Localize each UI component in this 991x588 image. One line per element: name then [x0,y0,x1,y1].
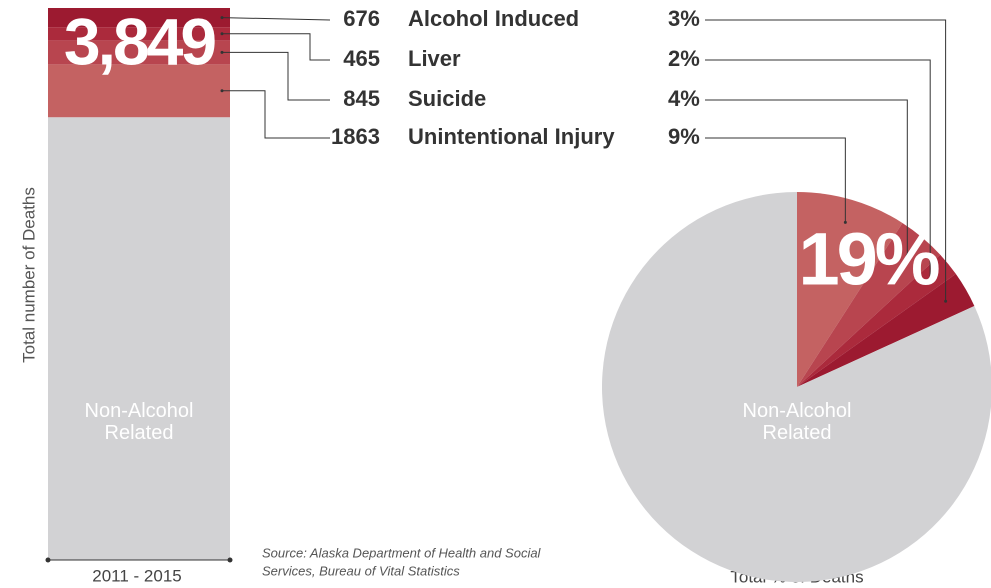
pie-slice [797,254,956,387]
value-label: 4% [668,86,700,111]
legend-label: Unintentional Injury [408,124,615,149]
value-label: 9% [668,124,700,149]
total-label: 19% [798,218,938,301]
leader-line [222,51,330,101]
source: Source: Alaska Department of Health and … [262,545,542,560]
total-label: 3,849 [64,4,215,78]
bar-segment [48,64,230,118]
source: Services, Bureau of Vital Statistics [262,563,460,578]
bar-segment [48,8,230,28]
legend-label: Alcohol Induced [408,6,579,31]
pie-slice [797,192,903,387]
label: Non-Alcohol Related [742,400,852,444]
y-axis-label: Total number of Deaths [19,187,38,363]
pie-slice [797,222,941,387]
leader-dot [928,277,932,281]
value-label: 2% [668,46,700,71]
label: Non-Alcohol Related [84,400,194,444]
value-label: 465 [343,46,380,71]
value-label: 3% [668,6,700,31]
axis-dot [227,557,233,563]
bar-segment [48,27,230,41]
value-label: 845 [343,86,380,111]
legend-label: Liver [408,46,461,71]
leader-line [705,59,931,279]
pie-slice [797,273,975,387]
leader-line [222,90,330,139]
mark-label: Non-Alcohol Related [742,400,852,444]
leader-line [705,137,846,223]
value-label: 1863 [331,124,380,149]
axis-dot [45,557,51,563]
leader-dot [905,254,909,258]
leader-line [221,17,331,21]
pie-slice [602,192,991,582]
bar-segment [48,117,230,561]
leader-line [222,33,330,61]
value-label: 676 [343,6,380,31]
mark-label: Non-Alcohol Related [84,400,194,444]
leader-dot [843,220,847,224]
legend-label: Suicide [408,86,486,111]
x-tick-label: 2011 - 2015 [92,566,181,585]
leader-line [705,19,947,302]
bar-segment [48,40,230,65]
leader-dot [944,299,948,303]
leader-line [705,99,908,256]
